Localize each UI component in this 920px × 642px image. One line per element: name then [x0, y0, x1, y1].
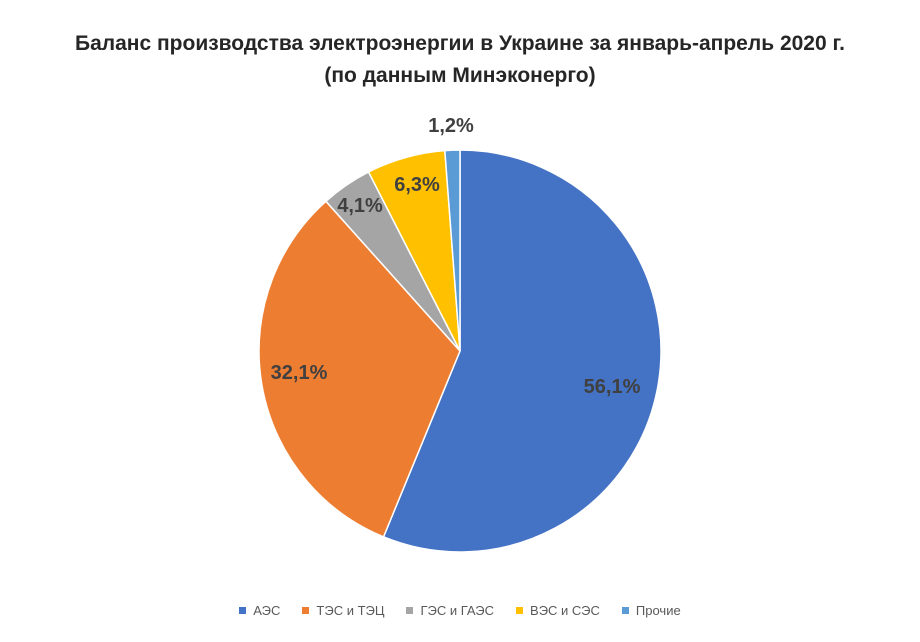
pie-slices	[258, 149, 662, 553]
chart-legend: АЭС ТЭС и ТЭЦ ГЭС и ГАЭС ВЭС и СЭС Прочие	[0, 603, 920, 618]
legend-label: ВЭС и СЭС	[530, 603, 600, 618]
pie-slice-2	[258, 200, 461, 538]
legend-swatch	[406, 607, 414, 614]
chart-title-line1: Баланс производства электроэнергии в Укр…	[75, 32, 845, 55]
chart-title: Баланс производства электроэнергии в Укр…	[0, 28, 920, 92]
chart-title-line2: (по данным Минэконерго)	[324, 64, 596, 87]
data-label-1: 56,1%	[584, 376, 641, 398]
legend-item-1: АЭС	[239, 603, 280, 618]
legend-item-5: Прочие	[621, 603, 681, 618]
legend-swatch	[516, 607, 524, 614]
legend-swatch	[302, 607, 310, 614]
data-label-4: 6,3%	[394, 174, 440, 196]
legend-label: Прочие	[635, 603, 681, 618]
legend-item-4: ВЭС и СЭС	[516, 603, 600, 618]
pie-data-labels: 56,1% 32,1% 4,1% 6,3% 1,2%	[271, 115, 641, 398]
pie-slice-1	[382, 149, 662, 553]
data-label-3: 4,1%	[337, 195, 383, 217]
legend-item-2: ТЭС и ТЭЦ	[302, 603, 384, 618]
legend-label: АЭС	[253, 603, 281, 618]
pie-slice-5	[444, 149, 461, 352]
legend-item-3: ГЭС и ГАЭС	[406, 603, 494, 618]
legend-swatch	[621, 607, 629, 614]
data-label-5: 1,2%	[428, 115, 474, 137]
legend-swatch	[239, 607, 247, 614]
data-label-2: 32,1%	[271, 362, 328, 384]
legend-label: ГЭС и ГАЭС	[420, 603, 495, 618]
legend-label: ТЭС и ТЭЦ	[316, 603, 385, 618]
